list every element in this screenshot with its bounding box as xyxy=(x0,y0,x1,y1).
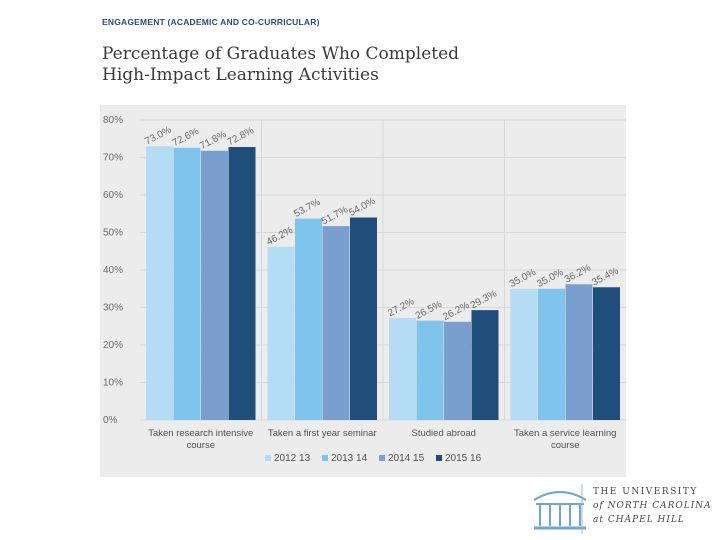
data-label: 72.8% xyxy=(226,125,256,148)
chart-title-line-1: Percentage of Graduates Who Completed xyxy=(102,44,460,64)
legend-swatch xyxy=(265,455,271,461)
data-label: 27.2% xyxy=(386,296,416,319)
data-label: 73.0% xyxy=(143,124,173,147)
bar xyxy=(593,287,620,420)
y-tick-label: 60% xyxy=(103,190,123,201)
old-well-icon xyxy=(533,491,587,530)
category-label: course xyxy=(551,440,580,451)
legend-label: 2015 16 xyxy=(445,453,482,464)
bar xyxy=(350,217,377,420)
bar xyxy=(267,246,295,420)
y-tick-label: 0% xyxy=(103,415,118,426)
logo-line-3: at CHAPEL HILL xyxy=(593,515,685,525)
category-label: Studied abroad xyxy=(412,428,476,439)
legend-swatch xyxy=(322,455,328,461)
data-label: 51.7% xyxy=(320,204,350,227)
bar-chart: 0% 10% 20% 30% 40% 50% 60% 70% 80% 73.0%72.6%71.8… xyxy=(103,115,626,464)
data-label: 71.8% xyxy=(198,129,228,152)
bar xyxy=(228,147,256,420)
bar xyxy=(389,318,416,420)
y-tick-label: 20% xyxy=(103,340,123,351)
legend-swatch xyxy=(436,455,442,461)
bar xyxy=(444,321,471,420)
logo-line-1: THE UNIVERSITY xyxy=(593,487,698,497)
bar xyxy=(173,147,201,420)
y-tick-label: 10% xyxy=(103,378,123,389)
legend-label: 2012 13 xyxy=(274,453,311,464)
bar xyxy=(565,284,593,420)
category-label: Taken a first year seminar xyxy=(268,428,377,439)
bar xyxy=(538,288,565,420)
y-tick-label: 30% xyxy=(103,303,123,314)
data-label: 72.6% xyxy=(171,126,201,149)
legend-swatch xyxy=(379,455,385,461)
y-tick-label: 50% xyxy=(103,228,123,239)
data-label: 26.5% xyxy=(414,299,444,322)
bar xyxy=(322,226,350,420)
bar xyxy=(146,146,173,420)
university-logo xyxy=(533,484,587,534)
chart-title-line-2: High-Impact Learning Activities xyxy=(102,65,379,85)
data-label: 54.0% xyxy=(347,196,377,219)
logo-line-2: of NORTH CAROLINA xyxy=(593,501,712,511)
category-label: Taken research intensive xyxy=(148,428,253,439)
chart-title: Percentage of Graduates Who Completed Hi… xyxy=(102,44,459,86)
chart-area: 0% 10% 20% 30% 40% 50% 60% 70% 80% 73.0% 72.6% 71.8… xyxy=(100,105,626,477)
bar xyxy=(416,320,444,420)
bar xyxy=(201,150,228,420)
data-label: 26.2% xyxy=(441,300,471,323)
data-label: 35.4% xyxy=(590,265,620,288)
legend-label: 2013 14 xyxy=(331,453,368,464)
y-tick-label: 70% xyxy=(103,153,123,164)
y-tick-label: 40% xyxy=(103,265,123,276)
data-label: 46.2% xyxy=(265,225,295,248)
data-label: 53.7% xyxy=(292,197,322,220)
category-label: course xyxy=(186,440,215,451)
bar xyxy=(295,218,322,420)
data-label: 36.2% xyxy=(563,262,593,285)
category-label: Taken a service learning xyxy=(514,428,616,439)
university-name: THE UNIVERSITY of NORTH CAROLINA at CHAP… xyxy=(593,485,712,527)
bar xyxy=(510,288,538,420)
legend-label: 2014 15 xyxy=(388,453,425,464)
y-tick-label: 80% xyxy=(103,115,123,126)
section-label: ENGAGEMENT (ACADEMIC AND CO-CURRICULAR) xyxy=(102,17,320,27)
bar xyxy=(471,310,499,420)
